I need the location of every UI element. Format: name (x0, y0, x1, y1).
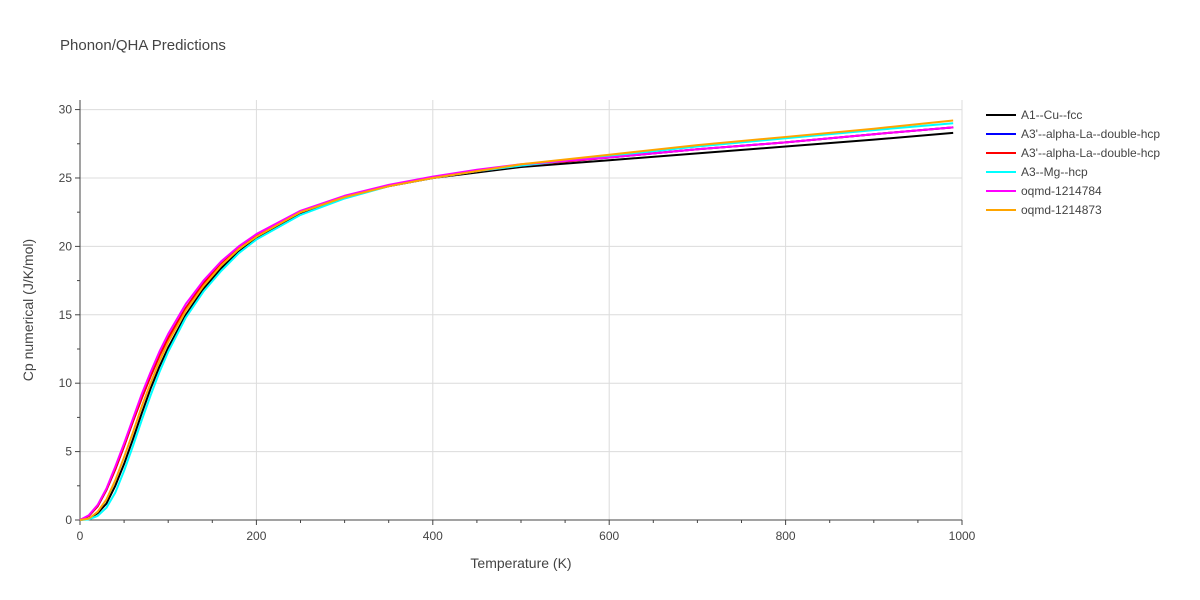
legend-item-3[interactable]: A3--Mg--hcp (986, 165, 1088, 179)
y-tick-label: 15 (59, 308, 73, 322)
x-tick-label: 1000 (949, 529, 976, 543)
y-tick-label: 25 (59, 171, 73, 185)
y-tick-label: 0 (65, 513, 72, 527)
series-line-3 (79, 122, 954, 521)
legend-label: A3'--alpha-La--double-hcp (1021, 127, 1160, 141)
legend-item-5[interactable]: oqmd-1214873 (986, 203, 1102, 217)
x-axis-title: Temperature (K) (470, 555, 571, 571)
series-line-1 (79, 126, 954, 521)
x-tick-label: 400 (423, 529, 443, 543)
y-tick-label: 30 (59, 103, 73, 117)
series-line-4 (79, 126, 954, 521)
x-tick-label: 600 (599, 529, 619, 543)
y-tick-label: 5 (65, 445, 72, 459)
grid (80, 100, 963, 520)
y-tick-label: 10 (59, 376, 73, 390)
legend-label: oqmd-1214873 (1021, 203, 1102, 217)
y-axis-title: Cp numerical (J/K/mol) (20, 239, 36, 381)
x-tick-label: 800 (776, 529, 796, 543)
series-line-2 (79, 126, 954, 521)
legend-label: A3--Mg--hcp (1021, 165, 1088, 179)
x-tick-labels: 0 200 400 600 800 1000 (77, 529, 976, 543)
series-line-0 (79, 131, 954, 521)
y-tick-label: 20 (59, 239, 73, 253)
legend-item-2[interactable]: A3'--alpha-La--double-hcp (986, 146, 1160, 160)
legend-item-0[interactable]: A1--Cu--fcc (986, 108, 1082, 122)
legend-item-4[interactable]: oqmd-1214784 (986, 184, 1102, 198)
x-tick-label: 0 (77, 529, 84, 543)
y-tick-labels: 0 5 10 15 20 25 30 (59, 103, 73, 527)
legend-label: A1--Cu--fcc (1021, 108, 1082, 122)
legend-label: A3'--alpha-La--double-hcp (1021, 146, 1160, 160)
chart-title: Phonon/QHA Predictions (60, 37, 226, 54)
series-lines (79, 119, 954, 521)
axes (75, 100, 963, 525)
legend-label: oqmd-1214784 (1021, 184, 1102, 198)
x-tick-label: 200 (246, 529, 266, 543)
series-line-5 (79, 119, 954, 521)
legend[interactable]: A1--Cu--fcc A3'--alpha-La--double-hcp A3'-… (986, 108, 1160, 217)
legend-item-1[interactable]: A3'--alpha-La--double-hcp (986, 127, 1160, 141)
